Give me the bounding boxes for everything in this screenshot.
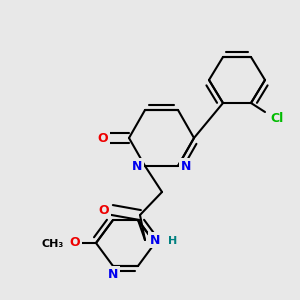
Text: N: N <box>132 160 142 172</box>
Text: O: O <box>98 131 108 145</box>
Text: N: N <box>108 268 118 281</box>
Text: O: O <box>70 236 80 250</box>
Text: N: N <box>181 160 191 172</box>
Text: N: N <box>150 233 160 247</box>
Text: H: H <box>168 236 177 246</box>
Text: Cl: Cl <box>270 112 284 125</box>
Text: CH₃: CH₃ <box>42 239 64 249</box>
Text: O: O <box>99 203 109 217</box>
